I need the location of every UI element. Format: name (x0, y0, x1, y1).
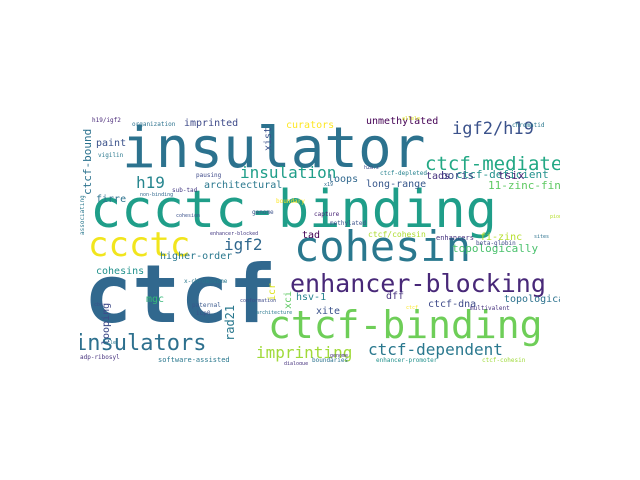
word: ctcf (84, 248, 277, 341)
word: cohesion (176, 213, 201, 219)
word: icp0 (196, 310, 211, 317)
word: non-binding (140, 192, 174, 198)
word: ctcf-depleted (380, 170, 427, 177)
word: cbs (94, 302, 104, 308)
word: chromatid (512, 122, 545, 129)
word: vigilin (98, 152, 124, 159)
word: topological (504, 294, 560, 305)
word: ccctc (88, 225, 191, 265)
word: enhancer-blocking (290, 269, 546, 298)
word: curators (286, 120, 335, 131)
word: architecture (256, 310, 293, 316)
word: genome (330, 353, 349, 359)
word: higher-order (160, 251, 233, 262)
word: enhancer-promoter (376, 357, 438, 364)
word: conformation (240, 298, 277, 304)
word: insulator (122, 116, 426, 181)
word: software-assisted (158, 356, 230, 364)
word: dff (386, 291, 405, 302)
word: allele (402, 116, 421, 122)
word: 11-zinc-finger (488, 179, 560, 192)
word: imprinted (184, 118, 239, 129)
word: pioneer (550, 214, 560, 220)
word: insulators (80, 331, 207, 356)
word: organization (132, 121, 176, 128)
word: xite (316, 306, 341, 317)
word: ctcf-dependent (368, 340, 503, 359)
word: methylated (330, 220, 367, 227)
word: h19 (136, 173, 165, 192)
word: sites (534, 234, 550, 240)
word: tads (426, 171, 451, 182)
word: ctcf-binding (268, 303, 543, 347)
word: cohesins (96, 266, 145, 277)
word: xist (263, 126, 274, 151)
word: hsv-1 (296, 292, 327, 303)
word: insulation (240, 163, 337, 182)
word: pausing (196, 172, 222, 179)
word: boris (441, 169, 475, 182)
word: ctcf-cohesin (482, 357, 526, 364)
word: adp-ribosyl (80, 354, 120, 361)
word: h19/igf2 (92, 117, 121, 124)
word: architectural (204, 180, 283, 191)
word: ctcf-bound (81, 128, 94, 195)
word-cloud: ctcf ccctc-binding insulator cohesin ctc… (80, 115, 560, 365)
word: ctcf-deficient (456, 168, 549, 181)
word: firre (96, 194, 127, 205)
word: beta-globin (476, 240, 516, 247)
word: fi-zinc (480, 232, 523, 243)
word: ctcf-dna (428, 299, 477, 310)
word: xci (283, 290, 294, 309)
word: h2a.z (364, 165, 380, 171)
word: ctcf/cohesin (368, 230, 426, 239)
word: boundary (276, 198, 305, 205)
word: topologically (452, 242, 539, 255)
word: cohesin (294, 222, 472, 271)
word: long-range (366, 179, 427, 190)
word: x-chromosome (184, 278, 228, 285)
word: looping (101, 302, 112, 345)
word: associating (80, 195, 86, 235)
word: rad21 (223, 304, 237, 341)
word: tad (302, 230, 321, 241)
word: igf2/h19 (452, 119, 534, 139)
word: enhancers (436, 234, 474, 242)
word: enhancer-blocked (210, 231, 259, 237)
word: sub-tad (172, 187, 198, 194)
word: capture (314, 211, 340, 218)
word: paint (96, 138, 127, 149)
word: loops (328, 174, 359, 185)
word: boundaries (312, 357, 349, 364)
word: multivalent (470, 305, 510, 312)
word: bcle (104, 340, 117, 346)
word: tsix (498, 169, 525, 182)
word: ctcf-mediated (425, 153, 560, 175)
word: ccctc-binding (90, 180, 497, 240)
word: dialogue (284, 361, 309, 366)
word: genome (252, 209, 274, 216)
word: imprinting (256, 343, 353, 362)
word: x19 (324, 182, 334, 188)
word: igf2 (224, 235, 263, 254)
word: mgc (146, 294, 165, 305)
word: paternal (192, 302, 221, 309)
word: unmethylated (366, 116, 439, 127)
word: ctcf (406, 305, 419, 311)
